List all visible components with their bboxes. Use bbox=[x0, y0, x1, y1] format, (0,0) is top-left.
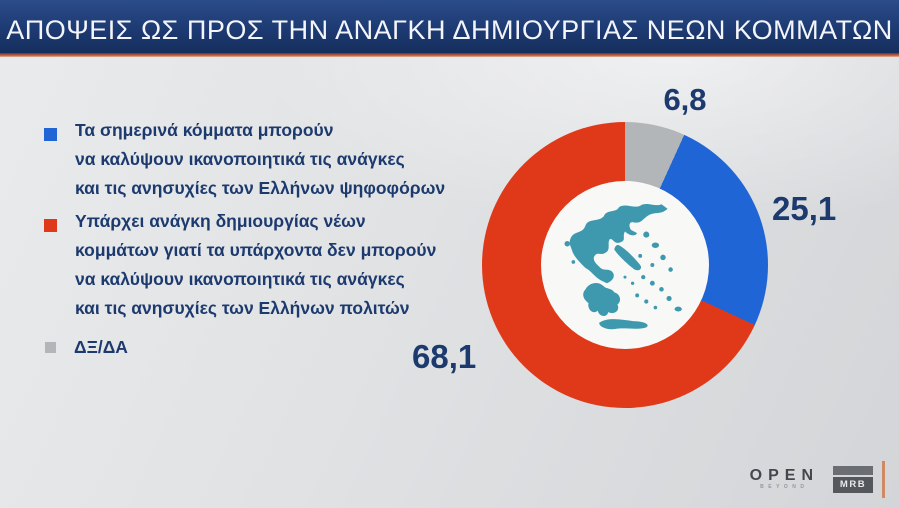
legend-label: Τα σημερινά κόμματα μπορούν να καλύψουν … bbox=[75, 116, 445, 203]
mrb-logo-text: MRB bbox=[833, 477, 873, 493]
mrb-logo-bar bbox=[833, 466, 873, 475]
value-label-current-parties: 25,1 bbox=[772, 190, 837, 227]
legend-line: Τα σημερινά κόμματα μπορούν bbox=[75, 120, 334, 140]
open-channel-logo: OPEN BEYOND bbox=[750, 468, 819, 491]
legend-line: Υπάρχει ανάγκη δημιουργίας νέων bbox=[75, 211, 366, 231]
title-bar: ΑΠΟΨΕΙΣ ΩΣ ΠΡΟΣ ΤΗΝ ΑΝΑΓΚΗ ΔΗΜΙΟΥΡΓΙΑΣ Ν… bbox=[0, 0, 899, 53]
branding-divider-line bbox=[882, 461, 885, 498]
donut-chart bbox=[482, 122, 768, 408]
title-bar-accent-line bbox=[0, 53, 899, 57]
mrb-pollster-logo: MRB bbox=[833, 466, 873, 493]
donut-center bbox=[541, 181, 709, 349]
legend-line: κομμάτων γιατί τα υπάρχοντα δεν μπορούν bbox=[75, 240, 437, 260]
greece-map bbox=[564, 203, 682, 330]
legend-swatch-red bbox=[44, 219, 57, 232]
value-label-dont-know: 6,8 bbox=[663, 82, 707, 117]
legend-line: ΔΞ/ΔΑ bbox=[74, 337, 128, 357]
legend-item-current-parties: Τα σημερινά κόμματα μπορούν να καλύψουν … bbox=[44, 116, 445, 203]
open-logo-tagline: BEYOND bbox=[760, 484, 809, 490]
open-logo-text: OPEN bbox=[749, 467, 819, 484]
legend-line: και τις ανησυχίες των Ελλήνων ψηφοφόρων bbox=[75, 178, 446, 198]
legend-swatch-gray bbox=[45, 342, 56, 353]
legend-item-dont-know: ΔΞ/ΔΑ bbox=[44, 333, 128, 362]
value-label-new-parties-needed: 68,1 bbox=[412, 338, 477, 375]
branding: OPEN BEYOND MRB bbox=[750, 461, 885, 498]
legend-line: να καλύψουν ικανοποιητικά τις ανάγκες bbox=[75, 149, 405, 169]
legend-swatch-blue bbox=[44, 128, 57, 141]
legend-line: να καλύψουν ικανοποιητικά τις ανάγκες bbox=[75, 269, 405, 289]
legend-label: ΔΞ/ΔΑ bbox=[74, 333, 128, 362]
legend-label: Υπάρχει ανάγκη δημιουργίας νέων κομμάτων… bbox=[75, 207, 436, 323]
legend-line: και τις ανησυχίες των Ελλήνων πολιτών bbox=[75, 298, 410, 318]
page-title: ΑΠΟΨΕΙΣ ΩΣ ΠΡΟΣ ΤΗΝ ΑΝΑΓΚΗ ΔΗΜΙΟΥΡΓΙΑΣ Ν… bbox=[6, 15, 893, 45]
legend-item-new-parties-needed: Υπάρχει ανάγκη δημιουργίας νέων κομμάτων… bbox=[44, 207, 436, 323]
